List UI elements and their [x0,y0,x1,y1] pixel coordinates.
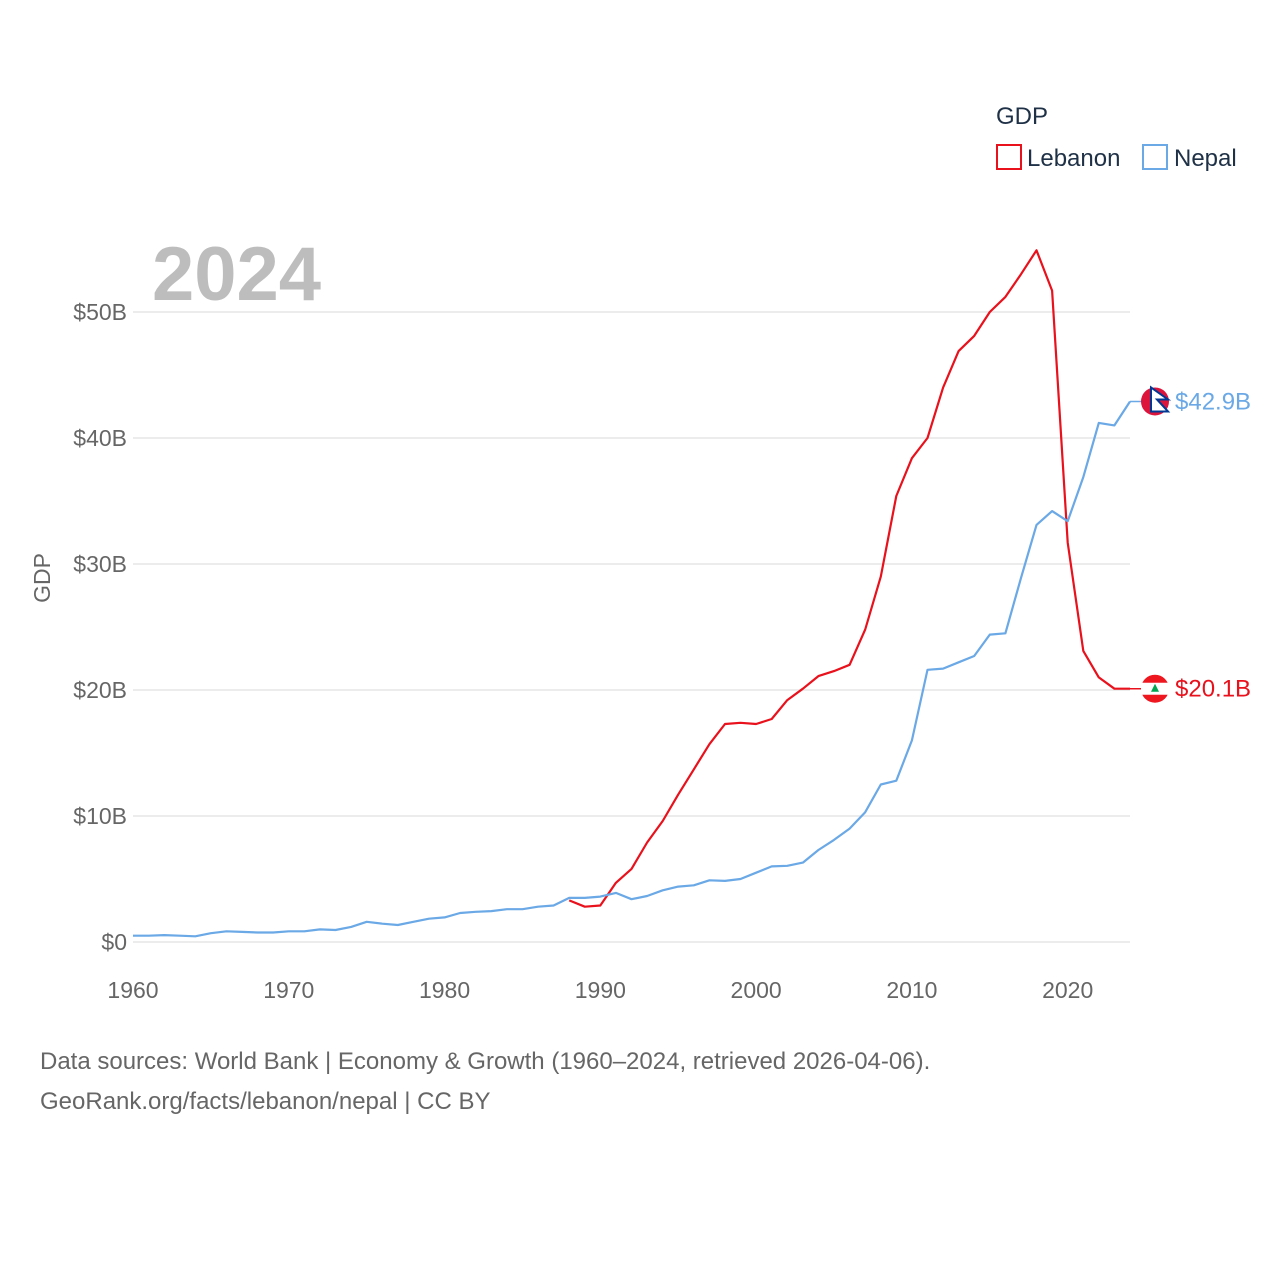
x-axis-ticks: 1960 1970 1980 1990 2000 2010 2020 [107,977,1093,1003]
x-tick-label: 2010 [886,977,937,1003]
x-tick-label: 2020 [1042,977,1093,1003]
y-tick-label: $40B [73,425,127,451]
y-tick-label: $0 [101,929,127,955]
y-tick-label: $30B [73,551,127,577]
legend-item-lebanon[interactable]: Lebanon [996,144,1120,172]
x-tick-label: 1980 [419,977,470,1003]
end-label-lebanon: $20.1B [1175,676,1251,703]
legend-label-nepal: Nepal [1174,145,1237,172]
nepal-flag-icon [1141,385,1172,416]
lebanon-flag-icon [1141,674,1169,703]
year-label: 2024 [152,232,321,317]
y-tick-label: $20B [73,677,127,703]
legend[interactable]: GDP Lebanon Nepal [996,103,1237,172]
legend-label-lebanon: Lebanon [1027,145,1120,172]
legend-swatch-lebanon [996,144,1022,170]
legend-item-nepal[interactable]: Nepal [1142,144,1237,172]
source-line-1: Data sources: World Bank | Economy & Gro… [40,1048,931,1075]
legend-title: GDP [996,103,1048,130]
y-tick-label: $50B [73,299,127,325]
y-tick-label: $10B [73,803,127,829]
end-label-nepal: $42.9B [1175,388,1251,415]
series-line-lebanon[interactable] [568,249,1130,908]
series-lines [133,249,1131,938]
legend-swatch-nepal [1142,144,1168,170]
x-tick-label: 1960 [107,977,158,1003]
x-tick-label: 1970 [263,977,314,1003]
gridlines [133,311,1130,943]
series-line-nepal[interactable] [133,400,1131,938]
x-tick-label: 1990 [575,977,626,1003]
source-note: Data sources: World Bank | Economy & Gro… [40,1042,930,1122]
end-labels: $20.1B $42.9B [1130,385,1251,703]
y-axis-title: GDP [29,553,55,603]
y-axis-ticks: $0 $10B $20B $30B $40B $50B [73,299,127,955]
source-line-2[interactable]: GeoRank.org/facts/lebanon/nepal | CC BY [40,1088,491,1115]
x-tick-label: 2000 [731,977,782,1003]
